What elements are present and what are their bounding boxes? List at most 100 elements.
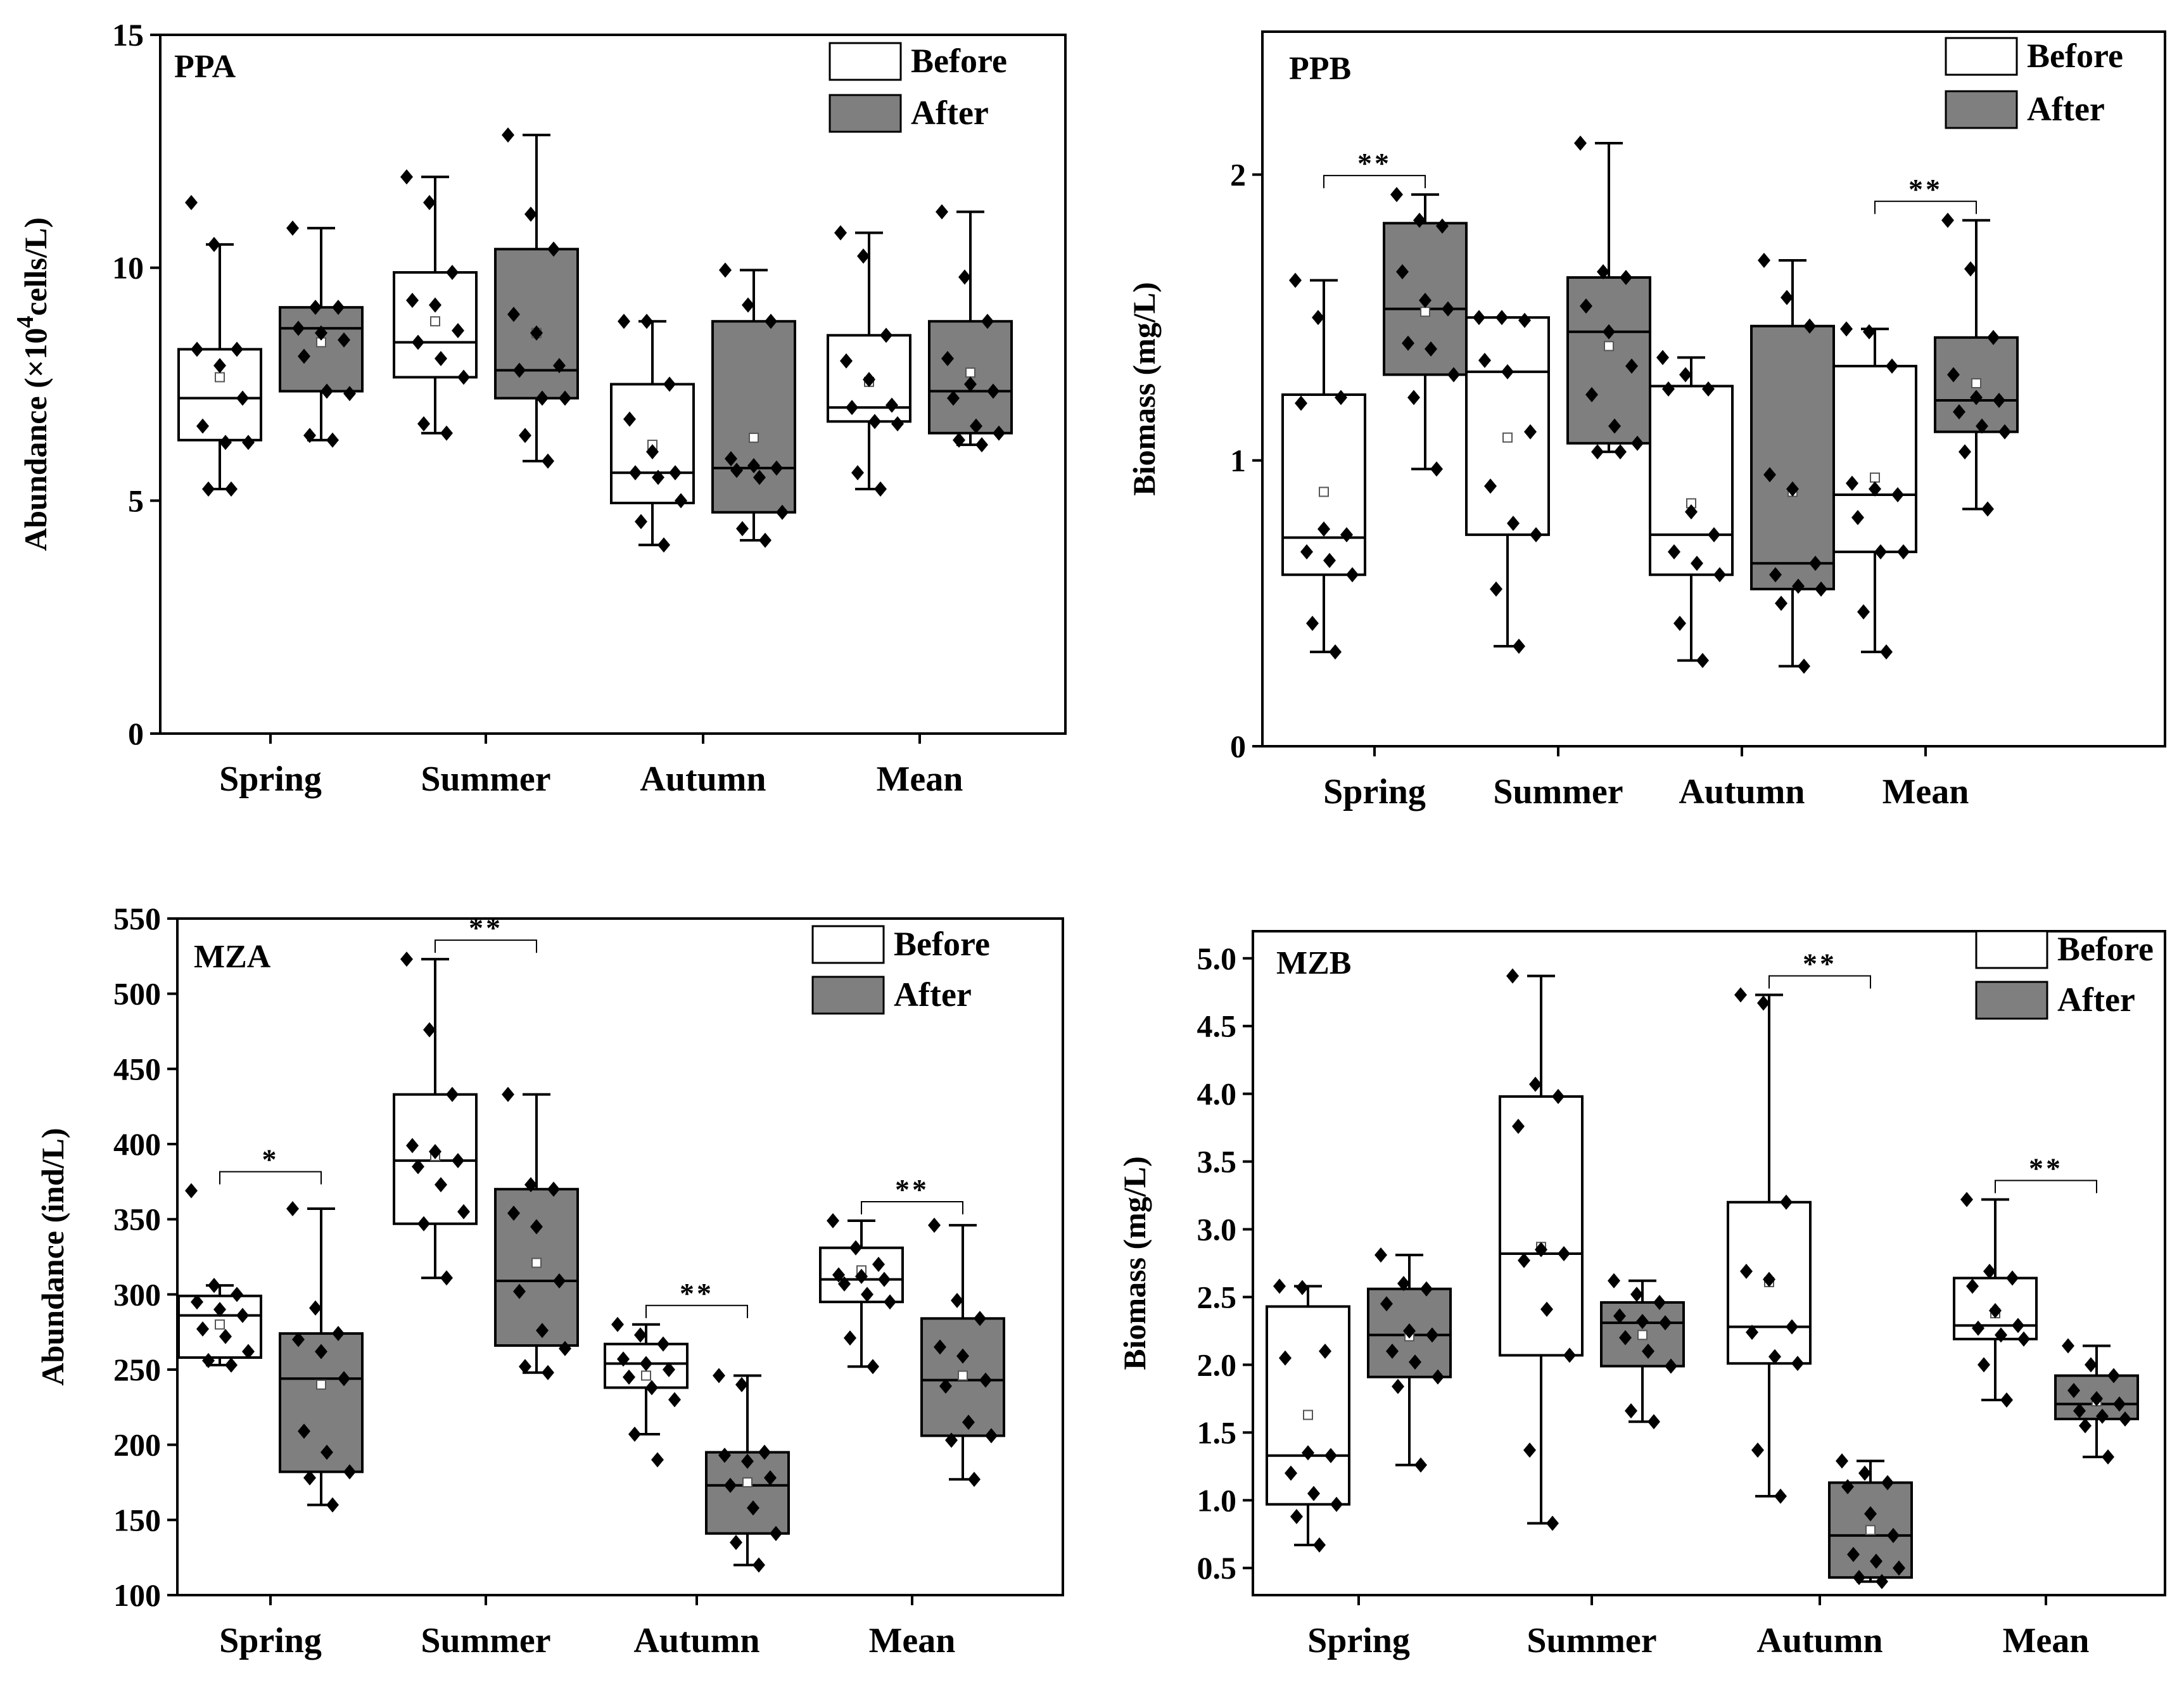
data-point [1529,1076,1542,1092]
data-point [1386,1344,1399,1359]
data-point [1668,544,1680,560]
x-tick-label: Spring [219,1621,322,1660]
box-before-spring [1281,272,1366,660]
data-point [1279,1350,1292,1366]
data-point [191,1294,203,1310]
mean-marker [958,1370,968,1381]
data-point [1803,318,1816,334]
significance-label: ** [1803,948,1837,980]
data-point [1396,264,1409,280]
data-point [2113,1396,2126,1412]
data-point [1603,324,1615,340]
mean-marker [1870,472,1880,483]
data-point [1535,1242,1547,1257]
y-axis-title: Biomass (mg/L) [1126,282,1162,496]
data-point [1768,1349,1781,1365]
legend-label-before: Before [911,42,1007,80]
bracket-line [1995,1180,2097,1193]
mean-marker [1303,1409,1313,1420]
data-point [838,1276,851,1292]
data-point [1966,1278,1979,1294]
x-tick-label: Autumn [1679,772,1805,811]
legend-swatch-after [829,94,902,133]
data-point [964,376,977,392]
data-point [1608,1273,1620,1289]
data-point [1530,527,1542,543]
plot-frame [1252,930,2166,1596]
iqr-box [1566,276,1651,445]
box-after-spring [1367,1247,1452,1473]
box-after-mean [1934,212,2019,517]
data-point [851,465,864,481]
data-point [423,1022,436,1038]
data-point [1380,1296,1393,1312]
data-point [1473,310,1485,326]
data-point [400,951,413,967]
y-tick-label: 4.5 [1197,1009,1237,1044]
data-point [1769,567,1782,583]
data-point [530,1219,543,1235]
data-point [298,348,310,364]
data-point [1552,1088,1565,1104]
data-point [1290,1508,1303,1524]
iqr-box [1750,324,1835,590]
data-point [1775,595,1787,611]
data-point [1340,527,1353,543]
data-point [202,1352,215,1368]
box-after-summer [1566,135,1651,460]
mean-marker [1865,1525,1876,1536]
data-point [1430,461,1443,477]
data-point [412,334,424,350]
data-point [886,397,898,413]
y-tick-label: 550 [113,901,161,936]
data-point [202,481,215,497]
data-point [1659,1315,1672,1331]
data-point [939,1378,952,1394]
box-after-mean [928,204,1013,453]
box-before-spring [177,194,262,497]
iqr-box [494,248,579,400]
y-axis-title: Biomass (mg/L) [1117,1156,1152,1370]
panel-title: PPA [174,49,236,85]
data-point [758,1444,771,1460]
data-point [446,265,459,281]
data-point [880,328,892,343]
data-point [507,307,520,322]
significance-bracket: * [219,1143,322,1185]
y-tick-label: 4.0 [1197,1076,1237,1112]
data-point [1853,1570,1865,1586]
data-point [623,1369,635,1385]
data-point [2000,1392,2013,1408]
data-point [1840,321,1853,337]
data-point [1959,444,1971,460]
data-point [645,1380,658,1396]
bracket-line [861,1201,963,1215]
data-point [1998,424,2011,440]
x-tick-label: Spring [219,760,322,799]
data-point [1501,364,1514,379]
data-point [1335,390,1347,405]
data-point [1851,510,1864,526]
box-before-mean [1953,1192,2038,1408]
data-point [1869,481,1881,497]
significance-label: ** [1908,173,1943,205]
data-point [2090,1390,2103,1406]
data-point [1425,341,1437,357]
box-after-mean [920,1218,1005,1487]
mean-marker [430,316,440,327]
x-tick-label: Mean [1882,772,1969,811]
data-point [1413,212,1426,228]
data-point [236,1308,249,1323]
data-point [303,428,316,443]
data-point [242,1344,255,1359]
data-point [1708,527,1720,543]
mean-marker [1420,307,1430,317]
iqr-box [1649,385,1734,576]
data-point [1432,1369,1444,1385]
legend-label-after: After [2027,90,2105,128]
box-before-summer [393,951,478,1286]
box-before-autumn [1649,350,1734,668]
data-point [747,458,760,474]
data-point [663,1362,675,1377]
data-point [867,1359,879,1375]
